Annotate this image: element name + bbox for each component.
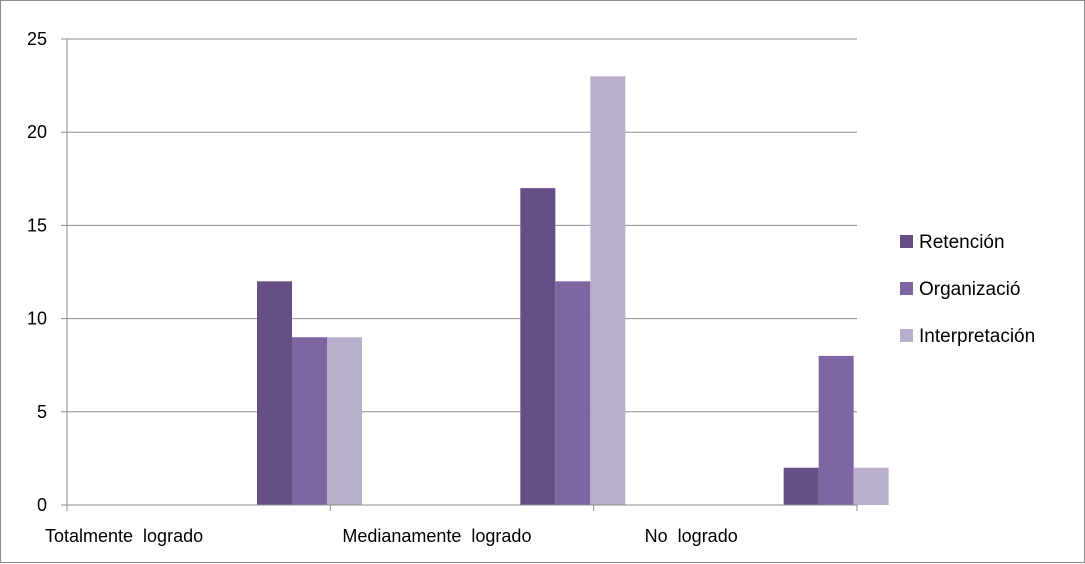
bar xyxy=(520,188,556,505)
legend-item: Interpretación xyxy=(900,326,1035,347)
legend-label: Retención xyxy=(919,232,1005,253)
bar xyxy=(853,467,889,505)
bars xyxy=(257,76,889,505)
y-axis-tick-label: 10 xyxy=(27,309,47,329)
bar xyxy=(292,337,327,505)
grid-lines xyxy=(67,38,857,413)
bar xyxy=(783,467,819,505)
x-axis-tick-labels: Totalmente logrado Medianamente logrado No… xyxy=(45,526,738,546)
bar xyxy=(555,281,591,505)
legend-label: Interpretación xyxy=(919,326,1035,347)
legend-swatch xyxy=(900,282,913,295)
y-axis-tick-label: 0 xyxy=(37,495,47,515)
y-axis-tick-label: 5 xyxy=(37,402,47,422)
x-axis-tick-label: No logrado xyxy=(645,526,738,546)
bar xyxy=(590,76,626,505)
bar xyxy=(327,337,362,505)
legend-item: Retención xyxy=(900,232,1005,253)
bar xyxy=(257,281,292,505)
y-axis-tick-label: 20 xyxy=(27,122,47,142)
legend-item: Organizació xyxy=(900,279,1020,300)
y-axis-tick-label: 25 xyxy=(27,29,47,49)
x-axis-tick-label: Totalmente logrado xyxy=(45,526,203,546)
bar xyxy=(818,355,854,505)
legend-swatch xyxy=(900,235,913,248)
y-axis-tick-labels: 0 5 10 15 20 25 xyxy=(27,29,47,515)
x-axis-tick-label: Medianamente logrado xyxy=(342,526,531,546)
y-axis-tick-label: 15 xyxy=(27,215,47,235)
legend-swatch xyxy=(900,329,913,342)
legend-label: Organizació xyxy=(919,279,1020,300)
legend: Retención Organizació Interpretación xyxy=(900,232,1035,347)
axes xyxy=(61,38,858,511)
